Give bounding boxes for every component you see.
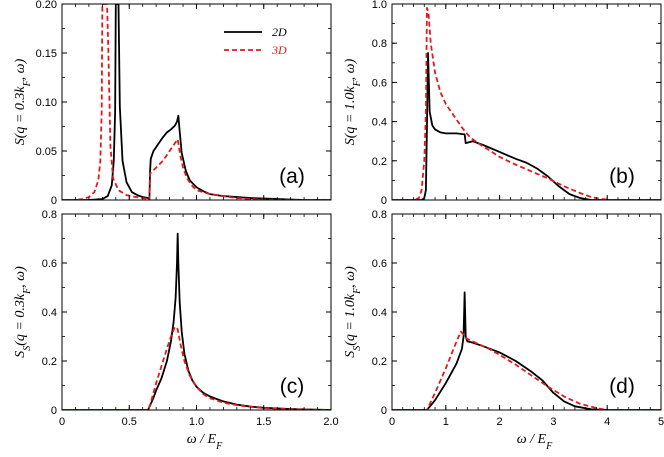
y-tick-label: 0.2: [42, 356, 57, 368]
series-2d-line: [392, 52, 661, 200]
series-3d-line: [62, 325, 331, 410]
y-tick-label: 0.10: [36, 97, 57, 109]
series-3d-line: [392, 7, 661, 200]
panel-tag: (b): [609, 165, 635, 188]
x-tick-label: 2.0: [323, 416, 338, 428]
x-tick-label: 0: [59, 416, 65, 428]
panel-b: 0 0.2 0.4 0.6 0.8 1.0 S(q = 1.0kF, ω) (b): [343, 0, 662, 207]
y-tick-label: 0.6: [372, 258, 387, 270]
series-2d-line: [392, 291, 661, 410]
x-tick-label: 4: [604, 416, 610, 428]
legend-3d-label: 3D: [271, 43, 287, 57]
y-axis-label: S(q = 0.3kF, ω): [13, 58, 33, 145]
panel-c: 0 0.5 1.0 1.5 2.0 0 0.2 0.4 0.6 0.8 SS(q = 0.3kF, …: [13, 209, 339, 452]
x-tick-label: 5: [658, 416, 664, 428]
y-tick-label: 0: [381, 405, 387, 417]
y-tick-label: 0.4: [372, 117, 387, 129]
panel-a: 0 0.05 0.10 0.15 0.20 S(q = 0.3kF, ω) (a) 2D 3D: [13, 0, 332, 207]
y-tick-label: 0.8: [42, 209, 57, 221]
y-axis-label: SS(q = 1.0kF, ω): [343, 266, 363, 358]
panel-d: 0 1 2 3 4 5 0 0.2 0.4 0.6 0.8 SS(q = 1.0kF, ω) ω / E…: [343, 209, 664, 452]
panel-tag: (d): [609, 375, 635, 398]
y-tick-label: 0.15: [36, 48, 57, 60]
y-tick-label: 0: [51, 405, 57, 417]
x-axis-label: ω / EF: [517, 432, 553, 452]
series-2d-line: [62, 4, 331, 200]
y-tick-label: 0.6: [372, 77, 387, 89]
y-tick-label: 0.05: [36, 146, 57, 158]
x-tick-label: 1.5: [256, 416, 271, 428]
series-2d-line: [62, 232, 331, 410]
x-axis-label: ω / EF: [187, 432, 223, 452]
panel-tag: (a): [279, 165, 305, 188]
y-tick-label: 0.4: [42, 307, 57, 319]
x-tick-label: 0.5: [122, 416, 137, 428]
y-tick-label: 0.4: [372, 307, 387, 319]
series-3d-line: [62, 4, 331, 200]
x-tick-label: 2: [497, 416, 503, 428]
y-axis-label: S(q = 1.0kF, ω): [343, 58, 363, 145]
y-tick-label: 0: [381, 195, 387, 207]
x-tick-label: 3: [550, 416, 556, 428]
y-tick-label: 0: [51, 195, 57, 207]
y-tick-label: 0.6: [42, 258, 57, 270]
y-tick-label: 0.2: [372, 156, 387, 168]
x-tick-label: 1.0: [189, 416, 204, 428]
y-tick-label: 0.20: [36, 0, 57, 11]
x-tick-label: 1: [443, 416, 449, 428]
series-3d-line: [392, 330, 661, 410]
y-tick-label: 0.8: [372, 38, 387, 50]
x-tick-label: 0: [389, 416, 395, 428]
y-tick-label: 1.0: [372, 0, 387, 11]
y-tick-label: 0.2: [372, 356, 387, 368]
y-tick-label: 0.8: [372, 209, 387, 221]
y-axis-label: SS(q = 0.3kF, ω): [13, 266, 33, 358]
panel-tag: (c): [280, 375, 305, 398]
legend-2d-label: 2D: [272, 25, 287, 39]
